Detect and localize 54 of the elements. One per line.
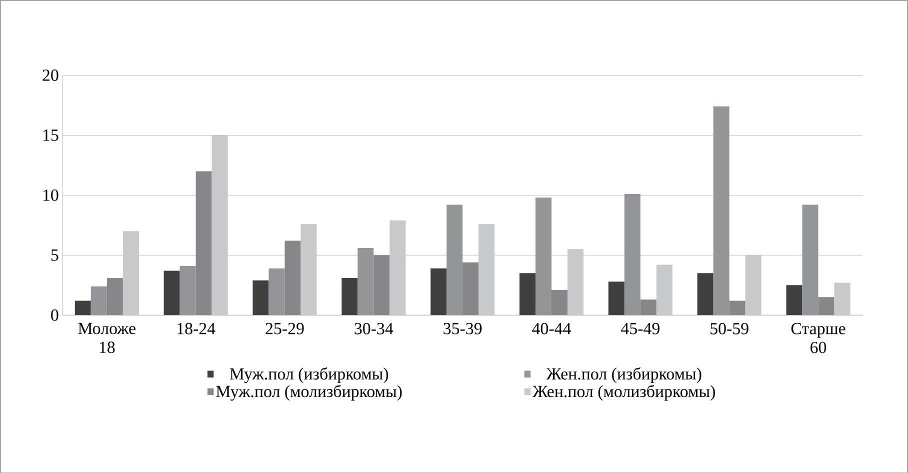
y-tick-label: 10 [43, 189, 58, 201]
bar [164, 270, 180, 315]
bar [624, 194, 640, 315]
x-tick-label: 35-39 [444, 322, 482, 334]
bar [656, 264, 672, 315]
bar [196, 170, 212, 315]
x-tick-label: 18-24 [178, 322, 216, 334]
legend-label: Муж.пол (избиркомы) [230, 367, 388, 383]
bar [390, 220, 406, 315]
bar [374, 254, 390, 315]
x-tick-label: 30-34 [354, 322, 394, 334]
y-tick-label: 0 [51, 309, 58, 321]
x-tick-label: Старше 60 [791, 322, 846, 353]
bar [342, 278, 358, 315]
bar [212, 134, 228, 315]
bar [834, 282, 850, 315]
bar [786, 284, 802, 315]
bar [284, 240, 301, 315]
y-tick-label: 5 [51, 249, 58, 261]
bar [90, 286, 107, 315]
bar [608, 281, 624, 315]
bar [729, 300, 746, 315]
x-tick-label: 25-29 [266, 322, 304, 334]
bar [551, 290, 568, 315]
bar [462, 262, 479, 315]
bar [74, 300, 91, 315]
y-tick-label: 15 [43, 129, 58, 141]
bar [568, 248, 584, 315]
y-tick-label: 20 [42, 69, 58, 81]
legend-label: Жен.пол (молизбиркомы) [532, 384, 715, 400]
x-tick-label: Моложе 18 [78, 322, 136, 353]
x-tick-label: 50-59 [710, 322, 748, 334]
bar [478, 224, 495, 315]
legend-label: Жен.пол (избиркомы) [546, 367, 702, 383]
bar [697, 272, 714, 315]
bar [268, 268, 285, 315]
bar [122, 230, 139, 315]
bar [358, 248, 374, 315]
bar [802, 204, 818, 315]
bar [818, 296, 834, 315]
bar [446, 204, 463, 315]
bar [519, 272, 536, 315]
bar [713, 106, 730, 315]
bar [252, 280, 269, 315]
x-tick-label: 45-49 [621, 322, 660, 334]
bar [640, 299, 656, 315]
bar [430, 268, 447, 315]
bar [106, 278, 123, 315]
bar [300, 224, 317, 315]
bar [745, 254, 762, 315]
x-tick-label: 40-44 [532, 322, 571, 334]
bar [535, 197, 552, 315]
legend-label: Муж.пол (молизбиркомы) [216, 384, 402, 400]
bar [180, 266, 196, 315]
